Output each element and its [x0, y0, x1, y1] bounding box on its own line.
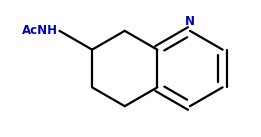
Text: AcNH: AcNH: [22, 24, 58, 37]
Text: N: N: [185, 15, 195, 28]
